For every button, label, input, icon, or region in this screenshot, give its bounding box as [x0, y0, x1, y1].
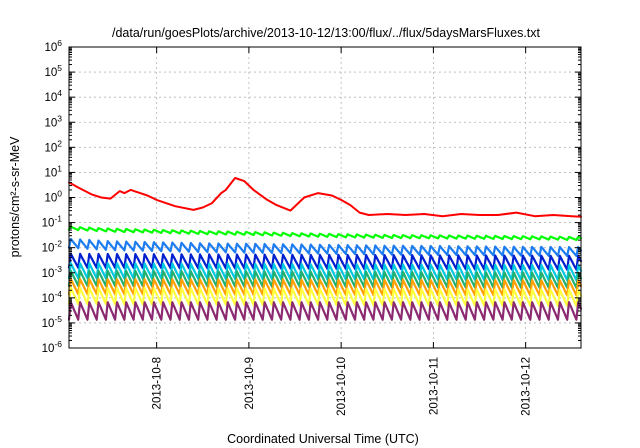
series-line: [67, 286, 583, 308]
chart-title: /data/run/goesPlots/archive/2013-10-12/1…: [112, 26, 541, 40]
y-tick-labels: 10-6 10-5 10-4 10-3 10-2 10-1 100 101 102 103 104 1…: [42, 38, 63, 355]
x-tick-label: 2013-10-12: [521, 357, 533, 416]
x-tick-label: 2013-10-11: [428, 357, 440, 415]
y-tick-label: 103: [44, 113, 62, 129]
x-tick-label: 2013-10-9: [244, 357, 256, 409]
data-series: [67, 177, 583, 321]
y-tick-label: 104: [44, 88, 62, 104]
y-tick-label: 102: [44, 138, 62, 154]
y-tick-label: 10-5: [42, 314, 63, 330]
plot-frame: [68, 46, 582, 349]
grid-lines: [69, 47, 581, 348]
x-tick-label: 2013-10-8: [152, 357, 164, 409]
y-axis-label: protons/cm²-s-sr-MeV: [8, 136, 22, 258]
series-line: [67, 225, 583, 242]
series-line: [67, 278, 583, 297]
y-tick-label: 105: [44, 63, 62, 79]
series-line: [67, 262, 583, 282]
x-tick-label: 2013-10-10: [336, 357, 348, 416]
y-tick-label: 101: [44, 163, 62, 179]
x-tick-labels: 2013-10-8 2013-10-9 2013-10-10 2013-10-11 20…: [152, 357, 533, 416]
y-tick-label: 10-4: [42, 289, 63, 305]
series-line: [67, 237, 583, 257]
y-tick-label: 106: [44, 38, 62, 54]
y-tick-label: 10-1: [42, 214, 63, 230]
y-tick-label: 10-3: [42, 264, 63, 280]
series-line: [68, 177, 582, 218]
series-line: [67, 301, 583, 321]
x-axis-label: Coordinated Universal Time (UTC): [227, 432, 419, 446]
y-tick-label: 10-6: [42, 339, 63, 355]
y-tick-label: 10-2: [42, 239, 63, 255]
y-tick-label: 100: [44, 189, 62, 205]
series-line: [67, 252, 583, 271]
series-line: [67, 269, 583, 289]
